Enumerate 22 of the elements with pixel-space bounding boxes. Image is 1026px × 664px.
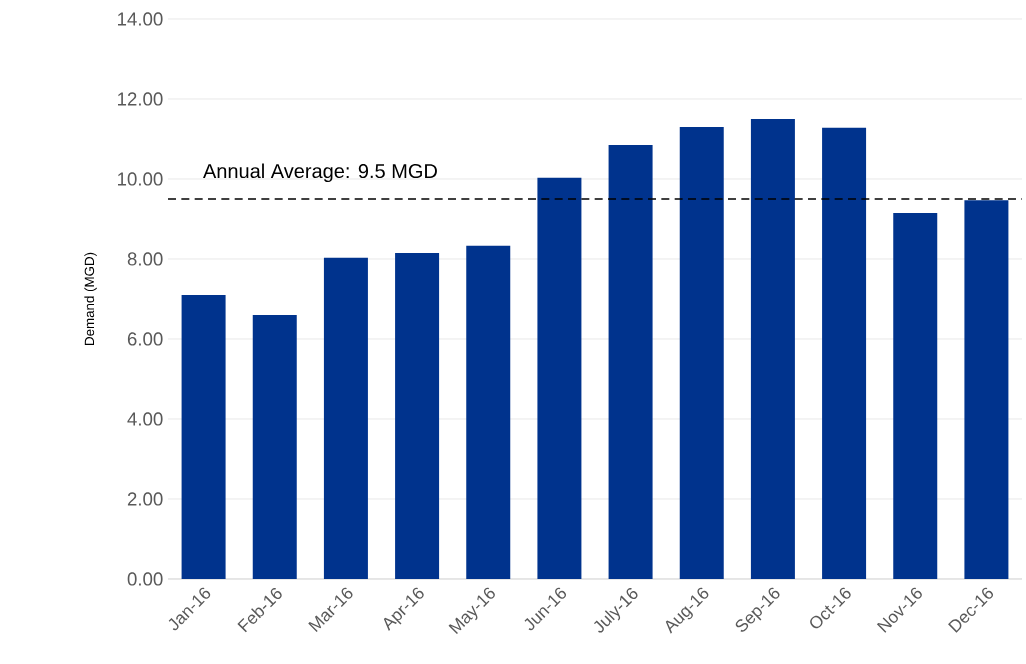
bar [679,126,724,579]
bar [395,252,440,579]
bar [537,177,582,579]
bar [181,294,226,579]
bar [608,144,653,579]
y-tick-label: 14.00 [118,12,163,26]
bar [822,127,867,579]
bar [750,118,795,579]
y-tick-label: 2.00 [127,492,163,506]
bar [964,200,1009,579]
y-tick-label: 10.00 [118,172,163,186]
y-tick-label: 8.00 [127,252,163,266]
ref-line-label: Annual Average: 9.5 MGD [203,163,437,183]
y-tick-label: 4.00 [127,412,163,426]
bar [323,257,368,579]
bar [893,212,938,579]
y-tick-label: 0.00 [127,572,163,586]
bar [252,314,297,579]
y-axis-title: Demand (MGD) [84,252,97,345]
y-tick-label: 12.00 [118,92,163,106]
bar [466,245,511,579]
y-tick-label: 6.00 [127,332,163,346]
